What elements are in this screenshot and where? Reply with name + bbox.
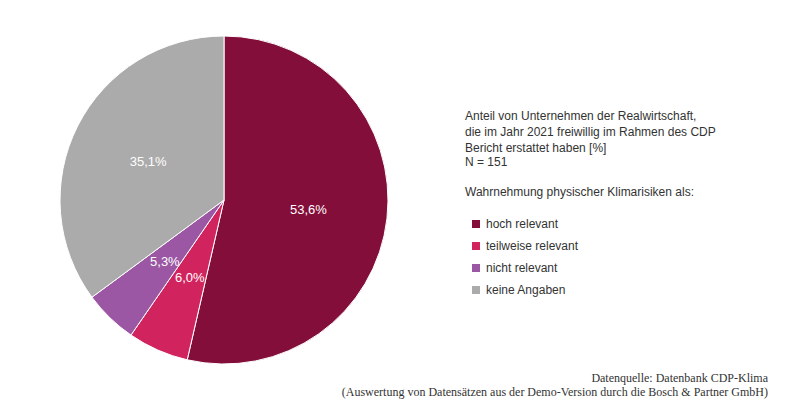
svg-text:teilweise relevant: teilweise relevant: [486, 239, 579, 253]
svg-text:5,3%: 5,3%: [150, 254, 180, 269]
svg-text:N = 151: N = 151: [465, 155, 508, 169]
svg-text:6,0%: 6,0%: [175, 270, 205, 285]
svg-text:die im Jahr 2021 freiwillig im: die im Jahr 2021 freiwillig im Rahmen de…: [465, 125, 716, 139]
svg-text:Wahrnehmung physischer Klimari: Wahrnehmung physischer Klimarisiken als:: [465, 185, 694, 199]
svg-text:keine Angaben: keine Angaben: [486, 283, 565, 297]
svg-text:53,6%: 53,6%: [290, 202, 327, 217]
svg-text:Anteil von Unternehmen der Rea: Anteil von Unternehmen der Realwirtschaf…: [465, 109, 696, 123]
svg-text:Bericht erstattet haben [%]: Bericht erstattet haben [%]: [465, 141, 606, 155]
svg-text:(Auswertung von Datensätzen au: (Auswertung von Datensätzen aus der Demo…: [342, 385, 768, 399]
svg-text:Datenquelle: Datenbank CDP-Kli: Datenquelle: Datenbank CDP-Klima: [591, 371, 768, 385]
svg-text:nicht relevant: nicht relevant: [486, 261, 558, 275]
svg-text:35,1%: 35,1%: [130, 154, 167, 169]
svg-text:hoch relevant: hoch relevant: [486, 217, 559, 231]
